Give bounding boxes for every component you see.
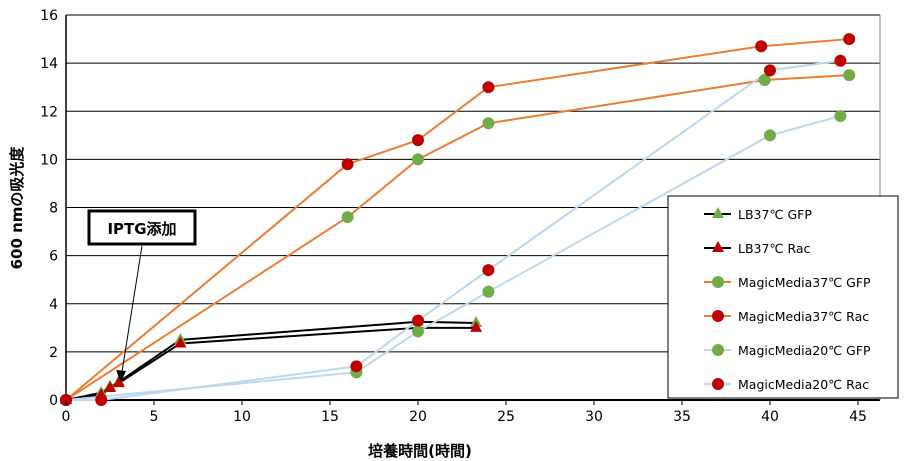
series-line	[65, 38, 850, 401]
data-point	[350, 360, 363, 373]
legend-marker	[712, 241, 724, 252]
data-point	[341, 158, 354, 171]
data-point	[482, 264, 495, 277]
data-point	[758, 73, 771, 86]
legend-label: MagicMedia20℃ GFP	[738, 343, 871, 358]
y-tick-label: 8	[49, 201, 58, 217]
legend-label: MagicMedia20℃ Rac	[738, 377, 869, 392]
legend-marker	[712, 207, 724, 218]
data-point	[95, 394, 108, 406]
legend-marker	[712, 310, 724, 322]
data-point	[843, 33, 856, 46]
legend-label: MagicMedia37℃ GFP	[738, 275, 871, 290]
y-tick-label: 14	[40, 56, 58, 72]
data-point	[764, 64, 776, 77]
y-tick-label: 6	[49, 249, 58, 265]
data-point	[412, 314, 424, 327]
x-tick-label: 15	[321, 409, 339, 425]
data-point	[482, 117, 495, 130]
series-line	[65, 115, 841, 401]
data-point	[470, 320, 483, 332]
x-tick-label: 30	[585, 409, 603, 425]
x-tick-label: 40	[761, 409, 779, 425]
legend-label: MagicMedia37℃ Rac	[738, 309, 869, 324]
annotation: IPTG添加	[87, 209, 197, 382]
legend-label: LB37℃ Rac	[738, 241, 811, 256]
data-point	[482, 285, 495, 298]
legend-marker	[712, 344, 724, 356]
x-axis-label: 培養時間(時間)	[368, 442, 472, 460]
x-tick-label: 25	[497, 409, 515, 425]
legend-marker	[712, 378, 724, 390]
legend-box	[667, 195, 899, 399]
y-tick-label: 16	[40, 8, 58, 24]
arrow-head-icon	[116, 370, 126, 382]
legend: LB37℃ GFP LB37℃ Rac MagicMedia37℃ GFP Magic…	[667, 195, 899, 399]
x-tick-label: 45	[849, 409, 867, 425]
data-point	[112, 376, 125, 388]
data-point	[834, 110, 847, 123]
data-point	[341, 211, 354, 224]
y-tick-label: 10	[40, 152, 58, 168]
x-tick-label: 20	[409, 409, 427, 425]
data-point	[412, 153, 424, 166]
data-point	[412, 134, 424, 147]
y-tick-label: 0	[49, 393, 58, 409]
data-point	[755, 40, 768, 53]
series-line	[65, 74, 850, 401]
annotation-box	[87, 209, 197, 246]
data-point	[174, 336, 187, 348]
x-tick-label: 0	[62, 409, 71, 425]
annotation-text: IPTG添加	[107, 220, 176, 238]
y-tick-label: 4	[49, 297, 58, 313]
data-point	[412, 325, 424, 338]
x-tick-label: 10	[233, 409, 251, 425]
data-point	[834, 54, 847, 67]
legend-marker	[712, 276, 724, 288]
y-axis-label: 600 nmの吸光度	[8, 146, 26, 270]
y-tick-label: 2	[49, 345, 58, 361]
y-tick-label: 12	[40, 104, 58, 120]
annotation-arrow	[120, 245, 143, 379]
data-point	[764, 129, 776, 142]
data-point	[843, 69, 856, 82]
data-point	[482, 81, 495, 94]
data-point	[104, 380, 116, 392]
legend-label: LB37℃ GFP	[738, 207, 812, 222]
x-tick-label: 5	[150, 409, 159, 425]
x-tick-label: 35	[673, 409, 691, 425]
